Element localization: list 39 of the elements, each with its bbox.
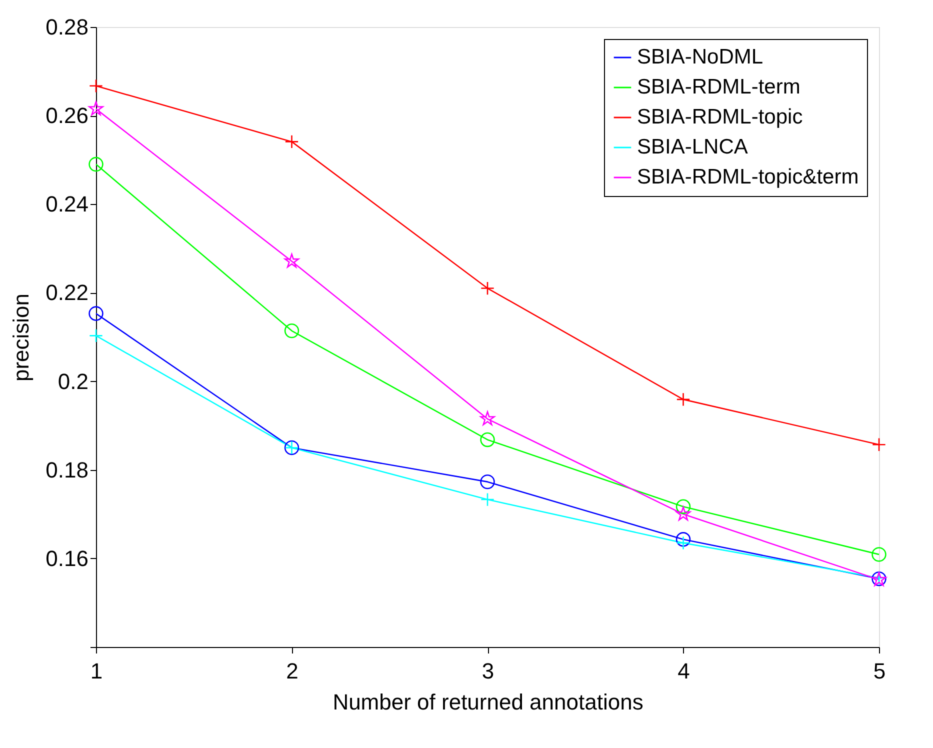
point	[872, 547, 886, 562]
legend-label: SBIA-RDML-topic	[637, 106, 803, 128]
point	[676, 532, 691, 547]
point	[88, 101, 104, 116]
x-tick-label: 5	[873, 658, 886, 684]
y-tick-label: 0.24	[46, 192, 88, 217]
y-tick-label: 0.2	[58, 368, 88, 394]
point	[480, 474, 495, 490]
x-tick-label: 2	[286, 658, 298, 684]
y-tick-label: 0.16	[46, 546, 88, 571]
point	[676, 392, 690, 406]
point	[88, 306, 104, 321]
point	[89, 328, 103, 343]
point	[872, 438, 886, 452]
point	[89, 78, 103, 93]
point	[284, 254, 300, 268]
legend-label: SBIA-RDML-topic&term	[637, 166, 859, 188]
point	[284, 134, 299, 149]
point	[480, 432, 495, 448]
y-tick-label: 0.18	[46, 457, 88, 482]
legend-label: SBIA-LNCA	[637, 136, 748, 158]
x-axis-title: Number of returned annotations	[332, 690, 644, 714]
x-tick-label: 1	[90, 658, 103, 684]
point	[480, 492, 494, 507]
x-tick-label: 3	[482, 658, 494, 684]
point	[676, 536, 690, 550]
point	[676, 499, 691, 514]
point	[88, 156, 104, 172]
point	[676, 506, 691, 521]
y-axis-title: precision	[8, 293, 34, 382]
legend-label: SBIA-NoDML	[637, 46, 764, 68]
point	[284, 323, 300, 338]
point	[480, 281, 494, 296]
legend-label: SBIA-RDML-term	[637, 76, 800, 98]
x-tick-label: 4	[678, 658, 690, 684]
y-tick-label: 0.28	[46, 14, 88, 40]
y-tick-label: 0.26	[46, 103, 88, 128]
point	[480, 411, 495, 426]
y-tick-label: 0.22	[46, 280, 88, 306]
